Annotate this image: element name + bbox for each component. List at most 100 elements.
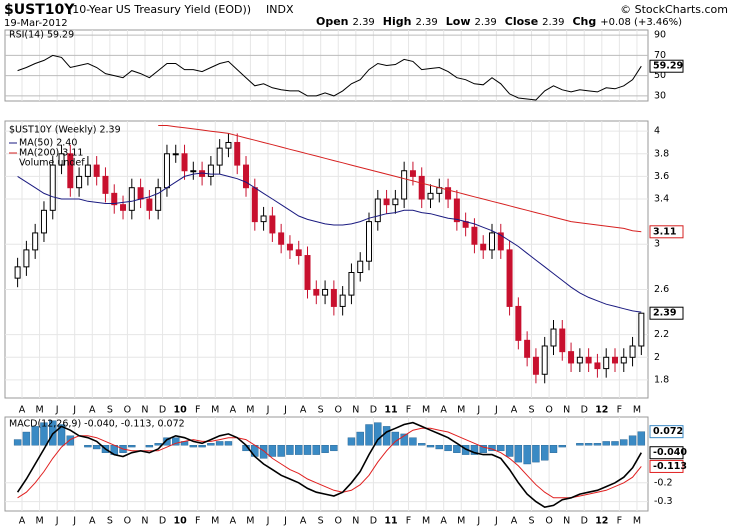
value-tag-label: -0.113 xyxy=(653,461,687,472)
x-tick-label: A xyxy=(440,516,447,527)
candle-body xyxy=(84,164,91,177)
candle-body xyxy=(374,198,381,223)
x-tick-label: J xyxy=(283,516,287,527)
quote-label: Open xyxy=(316,15,349,28)
candle-body xyxy=(251,187,258,223)
y-tick-label: -0.3 xyxy=(654,496,673,507)
y-tick-label: 3 xyxy=(654,239,660,250)
candle-body xyxy=(181,153,188,172)
x-tick-label: D xyxy=(159,516,166,527)
macd-legend: MACD(12,26,9) -0.040, -0.113, 0.072 xyxy=(9,419,185,430)
candle-body xyxy=(295,249,302,257)
x-tick-label: M xyxy=(35,516,43,527)
subtitle: (10-Year US Treasury Yield (EOD)) xyxy=(68,3,251,16)
candle-body xyxy=(576,356,583,364)
candle-body xyxy=(488,232,495,251)
y-tick-label: 50 xyxy=(654,70,666,81)
x-tick-label: F xyxy=(406,405,411,416)
x-tick-label: N xyxy=(141,405,148,416)
candle-body xyxy=(366,221,373,262)
x-tick-label: S xyxy=(107,516,113,527)
value-tag xyxy=(649,425,684,439)
candle-body xyxy=(120,204,127,211)
price-panel xyxy=(4,120,649,399)
candle-body xyxy=(585,356,592,364)
candle-body xyxy=(93,164,100,177)
x-tick-label: M xyxy=(246,516,254,527)
candle-body xyxy=(541,345,548,375)
candle-body xyxy=(49,164,56,211)
histogram-bar xyxy=(620,439,628,446)
x-tick-label: A xyxy=(230,405,237,416)
quote-value: +0.08 (+3.46%) xyxy=(600,17,682,28)
histogram-bar xyxy=(128,445,136,448)
x-tick-label: N xyxy=(563,516,570,527)
histogram-bar xyxy=(259,445,268,459)
x-tick-label: J xyxy=(55,516,59,527)
candle-body xyxy=(225,141,232,149)
histogram-bar xyxy=(549,445,558,453)
histogram-bar xyxy=(268,445,277,457)
candle-body xyxy=(383,198,390,206)
x-tick-label: S xyxy=(318,516,324,527)
x-tick-label: F xyxy=(617,516,622,527)
histogram-bar xyxy=(321,445,329,453)
candle-body xyxy=(102,175,109,194)
candle-body xyxy=(260,215,267,223)
y-tick-label: 3.6 xyxy=(654,171,669,182)
histogram-bar xyxy=(514,445,523,463)
histogram-bar xyxy=(409,437,417,446)
x-tick-label: M xyxy=(246,405,254,416)
histogram-bar xyxy=(453,445,461,453)
histogram-bar xyxy=(40,422,48,446)
histogram-bar xyxy=(163,437,171,446)
candle-body xyxy=(357,260,364,274)
histogram-bar xyxy=(391,431,400,446)
x-tick-label: 12 xyxy=(595,516,608,527)
histogram-bar xyxy=(374,422,382,446)
y-tick-label: 2.2 xyxy=(654,329,669,340)
legend-label: MA(50) 2.40 xyxy=(19,138,77,149)
candle-body xyxy=(506,249,513,307)
candle-body xyxy=(40,209,47,234)
price-legend: $UST10Y (Weekly) 2.39 xyxy=(9,125,121,136)
x-tick-label: J xyxy=(72,405,76,416)
legend-label: MA(200) 3.11 xyxy=(19,148,83,159)
histogram-bar xyxy=(444,445,452,452)
candle-body xyxy=(611,356,618,364)
y-tick-label: 90 xyxy=(654,30,666,41)
x-tick-label: M xyxy=(422,516,430,527)
x-tick-label: O xyxy=(124,516,131,527)
x-tick-label: S xyxy=(529,516,535,527)
histogram-bar xyxy=(22,431,31,446)
histogram-bar xyxy=(365,424,373,446)
value-tag xyxy=(649,59,684,73)
x-tick-label: S xyxy=(107,405,113,416)
symbol: $UST10Y xyxy=(4,2,75,18)
x-tick-label: A xyxy=(300,516,307,527)
histogram-bar xyxy=(57,424,66,446)
histogram-bar xyxy=(356,431,364,446)
value-tag xyxy=(649,446,684,460)
y-tick-label: 2 xyxy=(654,352,660,363)
candle-body xyxy=(128,187,135,211)
histogram-bar xyxy=(418,443,426,446)
candle-body xyxy=(111,192,118,206)
x-tick-label: A xyxy=(89,405,96,416)
macd-panel xyxy=(4,416,649,512)
candle-body xyxy=(58,153,65,166)
candle-body xyxy=(269,215,276,234)
x-tick-label: J xyxy=(283,405,287,416)
histogram-bar xyxy=(277,445,285,457)
candle-body xyxy=(620,356,627,364)
histogram-bar xyxy=(215,441,224,446)
candle-body xyxy=(67,153,74,189)
x-tick-label: J xyxy=(494,405,498,416)
histogram-bar xyxy=(584,443,593,446)
histogram-bar xyxy=(382,426,391,446)
candle-body xyxy=(190,170,197,173)
x-tick-label: J xyxy=(266,516,270,527)
histogram-bar xyxy=(189,445,198,448)
quote-value: 2.39 xyxy=(415,17,437,28)
histogram-bar xyxy=(198,445,206,448)
